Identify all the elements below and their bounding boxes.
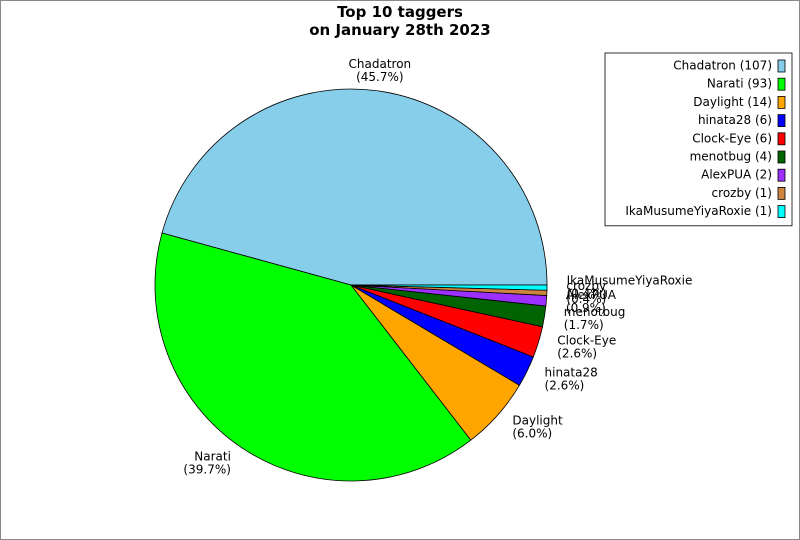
legend-swatch: [777, 77, 786, 91]
slice-label: menotbug: [564, 305, 626, 319]
pie-slice: [161, 88, 548, 286]
slice-label: hinata28: [545, 366, 598, 380]
slice-label: IkaMusumeYiyaRoxie: [567, 273, 693, 287]
slice-value-label: (6.0%): [512, 426, 552, 440]
slice-value-label: (45.7%): [356, 70, 403, 84]
pie-slice: [154, 232, 472, 482]
slice-value-label: (1.7%): [564, 318, 604, 332]
slice-value-label: (0.4%): [566, 292, 606, 306]
chart-title: on January 28th 2023: [309, 21, 490, 39]
slice-label: AlexPUA: [566, 288, 617, 302]
slice-value-label: (0.9%): [566, 301, 606, 315]
slice-label: Daylight: [512, 413, 563, 427]
legend-swatch: [777, 186, 786, 200]
legend-swatch: [777, 114, 786, 127]
pie-slice: [350, 284, 548, 291]
slice-value-label: (39.7%): [183, 463, 230, 477]
legend-swatch: [777, 150, 786, 164]
legend-label: Chadatron (107): [673, 59, 772, 73]
legend-swatch: [777, 132, 786, 146]
legend-label: hinata28 (6): [698, 113, 772, 127]
legend-label: AlexPUA (2): [701, 168, 772, 182]
slice-label: Clock-Eye: [557, 333, 616, 347]
legend-label: Daylight (14): [693, 95, 772, 109]
slice-label: Chadatron: [349, 57, 412, 71]
legend-swatch: [777, 59, 786, 73]
legend-label: crozby (1): [712, 186, 772, 200]
legend-label: Narati (93): [707, 77, 772, 91]
slice-label: crozby: [566, 279, 606, 293]
legend-label: menotbug (4): [690, 150, 772, 164]
legend-box: [604, 52, 793, 227]
legend-label: IkaMusumeYiyaRoxie (1): [625, 204, 772, 218]
slice-value-label: (2.6%): [557, 346, 597, 360]
slice-value-label: (2.6%): [545, 379, 585, 393]
legend-swatch: [777, 96, 786, 109]
slice-value-label: (0.4%): [567, 286, 607, 300]
chart-title: Top 10 taggers: [337, 3, 463, 21]
legend-swatch: [777, 168, 786, 182]
legend-label: Clock-Eye (6): [692, 131, 772, 145]
slice-label: Narati: [194, 450, 231, 464]
legend-swatch: [777, 205, 786, 219]
